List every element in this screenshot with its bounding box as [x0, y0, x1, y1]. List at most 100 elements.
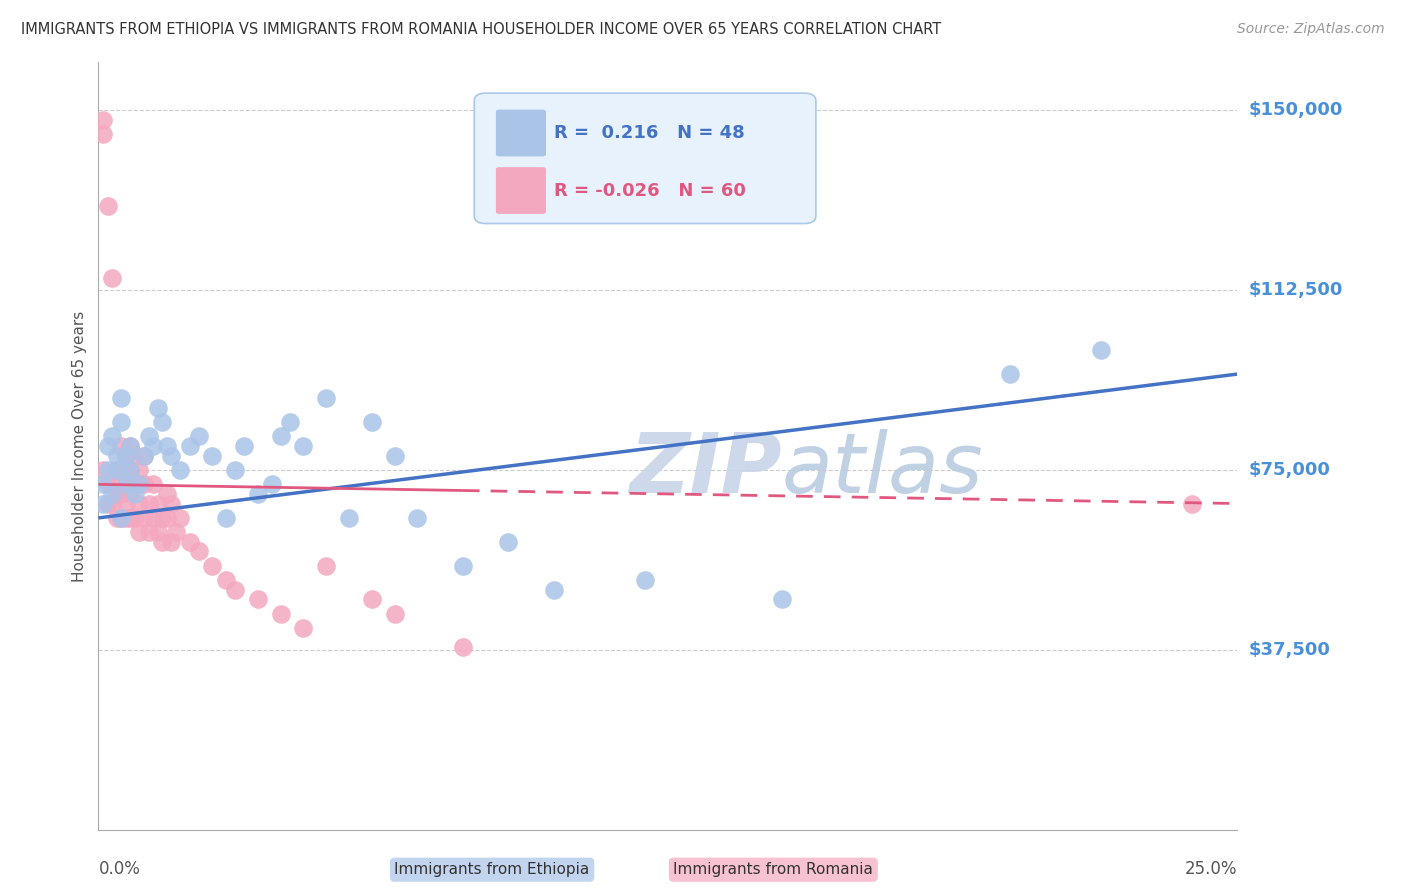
Point — [128, 463, 150, 477]
Point — [110, 439, 132, 453]
Point — [124, 511, 146, 525]
Point — [101, 429, 124, 443]
Point — [101, 271, 124, 285]
Point — [1090, 343, 1112, 357]
Text: $37,500: $37,500 — [1249, 640, 1330, 659]
Point — [105, 463, 128, 477]
Text: $75,000: $75,000 — [1249, 461, 1330, 479]
Point — [96, 463, 118, 477]
Point — [120, 463, 142, 477]
Point — [91, 477, 114, 491]
Point — [124, 477, 146, 491]
Point — [451, 558, 474, 573]
Point — [187, 544, 209, 558]
Point — [110, 511, 132, 525]
Point — [146, 401, 169, 415]
FancyBboxPatch shape — [496, 110, 546, 156]
Point — [114, 511, 136, 525]
Point — [91, 463, 114, 477]
Point — [110, 487, 132, 501]
Text: ZIP: ZIP — [628, 428, 782, 509]
Point — [101, 496, 124, 510]
Point — [96, 477, 118, 491]
Point — [998, 367, 1021, 381]
Y-axis label: Householder Income Over 65 years: Householder Income Over 65 years — [72, 310, 87, 582]
Point — [96, 496, 118, 510]
Point — [146, 496, 169, 510]
Point — [110, 463, 132, 477]
Point — [96, 439, 118, 453]
Point — [384, 607, 406, 621]
Point — [169, 511, 191, 525]
Text: 0.0%: 0.0% — [98, 860, 141, 879]
Point — [156, 511, 179, 525]
Point — [105, 463, 128, 477]
Point — [215, 573, 238, 587]
Point — [201, 449, 224, 463]
Point — [114, 449, 136, 463]
Point — [246, 487, 269, 501]
Point — [114, 477, 136, 491]
Point — [770, 592, 793, 607]
Point — [110, 511, 132, 525]
Point — [120, 511, 142, 525]
Point — [543, 582, 565, 597]
Text: $112,500: $112,500 — [1249, 281, 1343, 299]
Text: $150,000: $150,000 — [1249, 102, 1343, 120]
Point — [246, 592, 269, 607]
Point — [187, 429, 209, 443]
Point — [233, 439, 256, 453]
Point — [114, 496, 136, 510]
Point — [179, 439, 201, 453]
Point — [91, 496, 114, 510]
Point — [91, 112, 114, 127]
Point — [128, 496, 150, 510]
Point — [146, 525, 169, 540]
Point — [270, 607, 292, 621]
Point — [120, 439, 142, 453]
Point — [105, 487, 128, 501]
Text: Source: ZipAtlas.com: Source: ZipAtlas.com — [1237, 22, 1385, 37]
Point — [110, 391, 132, 405]
Point — [120, 463, 142, 477]
Point — [138, 496, 160, 510]
Text: 25.0%: 25.0% — [1185, 860, 1237, 879]
Text: R =  0.216   N = 48: R = 0.216 N = 48 — [554, 124, 745, 142]
Point — [270, 429, 292, 443]
Point — [114, 477, 136, 491]
FancyBboxPatch shape — [474, 93, 815, 224]
Point — [451, 640, 474, 655]
Text: atlas: atlas — [782, 428, 983, 509]
Point — [292, 439, 315, 453]
Point — [337, 511, 360, 525]
Point — [160, 534, 183, 549]
Point — [101, 487, 124, 501]
Point — [384, 449, 406, 463]
Point — [165, 525, 187, 540]
Point — [132, 449, 155, 463]
Point — [105, 449, 128, 463]
Point — [150, 534, 173, 549]
Point — [132, 477, 155, 491]
Point — [156, 439, 179, 453]
Point — [120, 439, 142, 453]
Point — [142, 511, 165, 525]
Point — [91, 128, 114, 142]
Point — [110, 415, 132, 429]
Point — [179, 534, 201, 549]
Point — [124, 449, 146, 463]
Point — [169, 463, 191, 477]
Point — [128, 525, 150, 540]
Point — [120, 487, 142, 501]
Text: IMMIGRANTS FROM ETHIOPIA VS IMMIGRANTS FROM ROMANIA HOUSEHOLDER INCOME OVER 65 Y: IMMIGRANTS FROM ETHIOPIA VS IMMIGRANTS F… — [21, 22, 942, 37]
Point — [132, 511, 155, 525]
FancyBboxPatch shape — [496, 167, 546, 214]
Point — [498, 534, 520, 549]
Point — [406, 511, 429, 525]
Point — [215, 511, 238, 525]
Point — [138, 525, 160, 540]
Text: R = -0.026   N = 60: R = -0.026 N = 60 — [554, 182, 745, 200]
Point — [160, 496, 183, 510]
Point — [138, 429, 160, 443]
Point — [150, 511, 173, 525]
